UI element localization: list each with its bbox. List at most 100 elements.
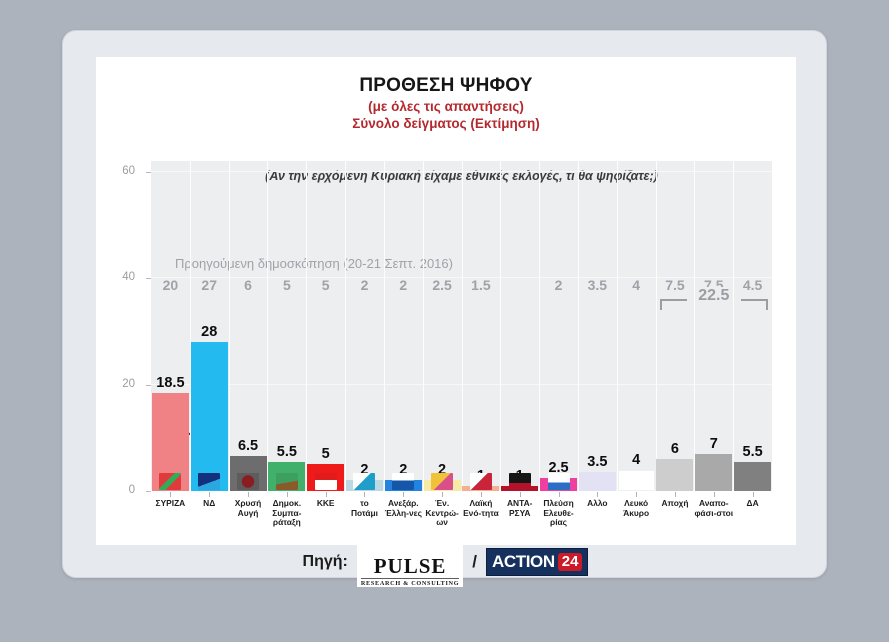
bar-value-label: 2 <box>399 462 408 479</box>
y-axis-tick <box>146 384 151 386</box>
gridline-vertical <box>462 161 463 491</box>
gridline-vertical <box>656 161 657 491</box>
gridline-vertical <box>578 161 579 491</box>
x-axis-tick <box>714 492 715 497</box>
party-logo-icon <box>159 473 182 490</box>
bracket-value: 22.5 <box>686 286 741 305</box>
x-axis: ΣΥΡΙΖΑ ΝΔ Χρυσή Αυγή Δημοκ. Συμπα-ράταξη ΚΚΕ το… <box>151 491 772 545</box>
axis-baseline <box>151 491 772 492</box>
gridline-vertical <box>694 161 695 491</box>
x-axis-tick-label: το Ποτάμι <box>350 498 378 518</box>
survey-question: (Αν την ερχόμενη Κυριακή είχαμε εθνικές … <box>265 169 658 183</box>
previous-poll-row: 20 27 6 5 5 2 2 2.5 1.5 2 3.5 4 7.5 7.5 4.5 <box>151 277 772 297</box>
bar-value-label: 4 <box>632 451 641 468</box>
previous-poll-value: 20 <box>162 277 179 293</box>
gridline-vertical <box>267 161 268 491</box>
source-label: Πηγή: <box>302 553 348 570</box>
bar <box>656 459 694 491</box>
bar-value-label: 5.5 <box>276 443 297 460</box>
gridline-horizontal <box>151 170 772 172</box>
x-axis-tick-label: Αλλο <box>587 498 608 508</box>
previous-poll-value: 7.5 <box>665 277 685 293</box>
gridline-horizontal <box>151 490 772 491</box>
gridline-vertical <box>733 161 734 491</box>
x-axis-tick-label: Αποχή <box>661 498 689 508</box>
group-bracket: 22.5 <box>659 286 768 311</box>
gridline-vertical <box>345 161 346 491</box>
chart-subtitle-1: (με όλες τις απαντήσεις) <box>368 99 524 114</box>
page-title: ΠΡΟΘΕΣΗ ΨΗΦΟΥ <box>359 75 533 96</box>
x-axis-tick-label: Πλεύση Ελευθε-ρίας <box>543 498 574 528</box>
x-axis-tick-label: Λαϊκή Ενό-τητα <box>463 498 499 518</box>
chart-subtitle-2: Σύνολο δείγματος (Εκτίμηση) <box>352 116 540 131</box>
x-axis-tick-label: Ανεξάρ. Έλλη-νες <box>384 498 422 518</box>
x-axis-tick-label: Έν. Κεντρώ-ων <box>425 498 459 528</box>
x-axis-tick <box>287 492 288 497</box>
x-axis-tick <box>364 492 365 497</box>
bar-value-label: 28 <box>201 323 218 340</box>
x-axis-tick <box>520 492 521 497</box>
gridline-vertical <box>500 161 501 491</box>
bar-value-label: 2 <box>438 462 447 479</box>
bar-value-label: 5.5 <box>742 443 763 460</box>
x-axis-tick <box>636 492 637 497</box>
previous-poll-value: 5 <box>282 277 291 293</box>
x-axis-tick-label: ΔΑ <box>746 498 759 508</box>
bracket-end-left <box>659 298 662 310</box>
previous-poll-value: 2 <box>399 277 408 293</box>
source-footer: Πηγή: PULSE RESEARCH & CONSULTING / ACTI… <box>63 537 828 587</box>
party-logo-icon <box>469 473 492 490</box>
bar-value-label: 7 <box>709 435 718 452</box>
bar-value-label: 2.5 <box>548 459 569 476</box>
bar-value-label: 3.5 <box>587 454 608 471</box>
bar-value-label: 6 <box>670 441 679 458</box>
bar-value-label: 6.5 <box>237 438 259 455</box>
x-axis-tick <box>209 492 210 497</box>
action24-logo-number: 24 <box>557 553 583 571</box>
y-axis-tick-label: 0 <box>128 484 135 496</box>
y-axis-tick-label: 60 <box>122 164 135 177</box>
x-axis-tick-label: Λευκό Άκυρο <box>623 498 650 518</box>
x-axis-tick-label: Αναπο-φάσι-στοι <box>694 498 734 518</box>
previous-poll-value: 6 <box>244 277 252 293</box>
gridline-vertical <box>423 161 424 491</box>
bar-value-label: 18.5 <box>156 374 185 391</box>
previous-poll-value: 5 <box>321 277 330 293</box>
bar <box>617 469 655 491</box>
source-separator: / <box>472 552 477 571</box>
bar-value-label: 2 <box>360 462 369 479</box>
party-logo-icon <box>275 473 298 490</box>
previous-poll-label: Προηγούμενη δημοσκόπηση (20-21 Σεπτ. 201… <box>175 256 453 271</box>
gridline-vertical <box>190 161 191 491</box>
bar <box>190 341 228 491</box>
previous-poll-value: 2 <box>360 277 369 293</box>
gridline-horizontal <box>151 277 772 279</box>
party-logo-icon <box>508 473 531 490</box>
x-axis-tick-label: ΣΥΡΙΖΑ <box>155 498 186 508</box>
x-axis-tick-label: ΚΚΕ <box>316 498 335 508</box>
x-axis-tick <box>753 492 754 497</box>
party-logo-icon <box>314 473 337 490</box>
chart-canvas: ΠΡΟΘΕΣΗ ΨΗΦΟΥ (με όλες τις απαντήσεις) Σ… <box>96 57 796 545</box>
plot-wrapper: (Αν την ερχόμενη Κυριακή είχαμε εθνικές … <box>96 161 796 545</box>
x-axis-tick <box>442 492 443 497</box>
gridline-vertical <box>229 161 230 491</box>
x-axis-tick-label: ΑΝΤΑ-ΡΣΥΑ <box>507 498 533 518</box>
party-logo-icon <box>353 473 376 490</box>
x-axis-tick-label: ΝΔ <box>203 498 216 508</box>
x-axis-tick <box>481 492 482 497</box>
pulse-logo-name: PULSE <box>373 554 447 578</box>
x-axis-tick <box>597 492 598 497</box>
y-axis-tick <box>146 278 151 280</box>
previous-poll-value: 2.5 <box>432 277 452 293</box>
y-axis-tick <box>146 171 151 173</box>
party-logo-icon <box>198 473 221 490</box>
x-axis-tick <box>326 492 327 497</box>
action24-logo: ACTION 24 <box>485 548 589 576</box>
previous-poll-value: 2 <box>554 277 563 293</box>
bar <box>578 472 616 491</box>
party-logo-icon <box>237 473 260 490</box>
x-axis-tick-label: Χρυσή Αυγή <box>234 498 262 518</box>
x-axis-tick <box>170 492 171 497</box>
previous-poll-value: 3.5 <box>587 277 608 293</box>
